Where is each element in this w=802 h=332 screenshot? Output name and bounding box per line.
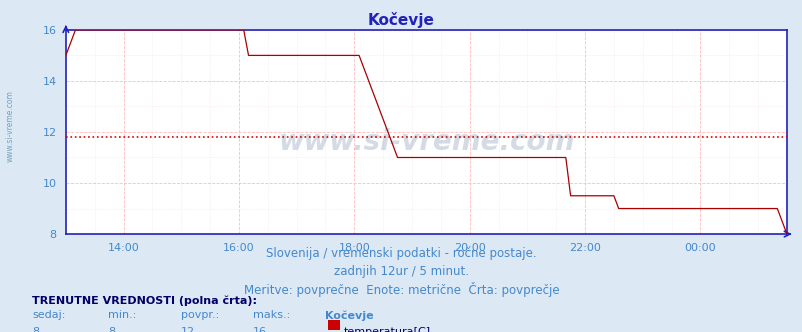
Text: 16: 16: [253, 327, 266, 332]
Text: Kočevje: Kočevje: [367, 12, 435, 28]
Text: min.:: min.:: [108, 310, 136, 320]
Text: povpr.:: povpr.:: [180, 310, 219, 320]
Text: Kočevje: Kočevje: [325, 310, 374, 321]
Text: Meritve: povprečne  Enote: metrične  Črta: povprečje: Meritve: povprečne Enote: metrične Črta:…: [243, 282, 559, 297]
Text: www.si-vreme.com: www.si-vreme.com: [6, 90, 14, 162]
Text: Slovenija / vremenski podatki - ročne postaje.: Slovenija / vremenski podatki - ročne po…: [265, 247, 537, 260]
Text: sedaj:: sedaj:: [32, 310, 66, 320]
Text: 8: 8: [32, 327, 39, 332]
Text: 8: 8: [108, 327, 115, 332]
Text: temperatura[C]: temperatura[C]: [343, 327, 430, 332]
Text: www.si-vreme.com: www.si-vreme.com: [277, 128, 574, 156]
Text: zadnjih 12ur / 5 minut.: zadnjih 12ur / 5 minut.: [334, 265, 468, 278]
Text: maks.:: maks.:: [253, 310, 290, 320]
Text: 12: 12: [180, 327, 195, 332]
Text: TRENUTNE VREDNOSTI (polna črta):: TRENUTNE VREDNOSTI (polna črta):: [32, 295, 257, 306]
